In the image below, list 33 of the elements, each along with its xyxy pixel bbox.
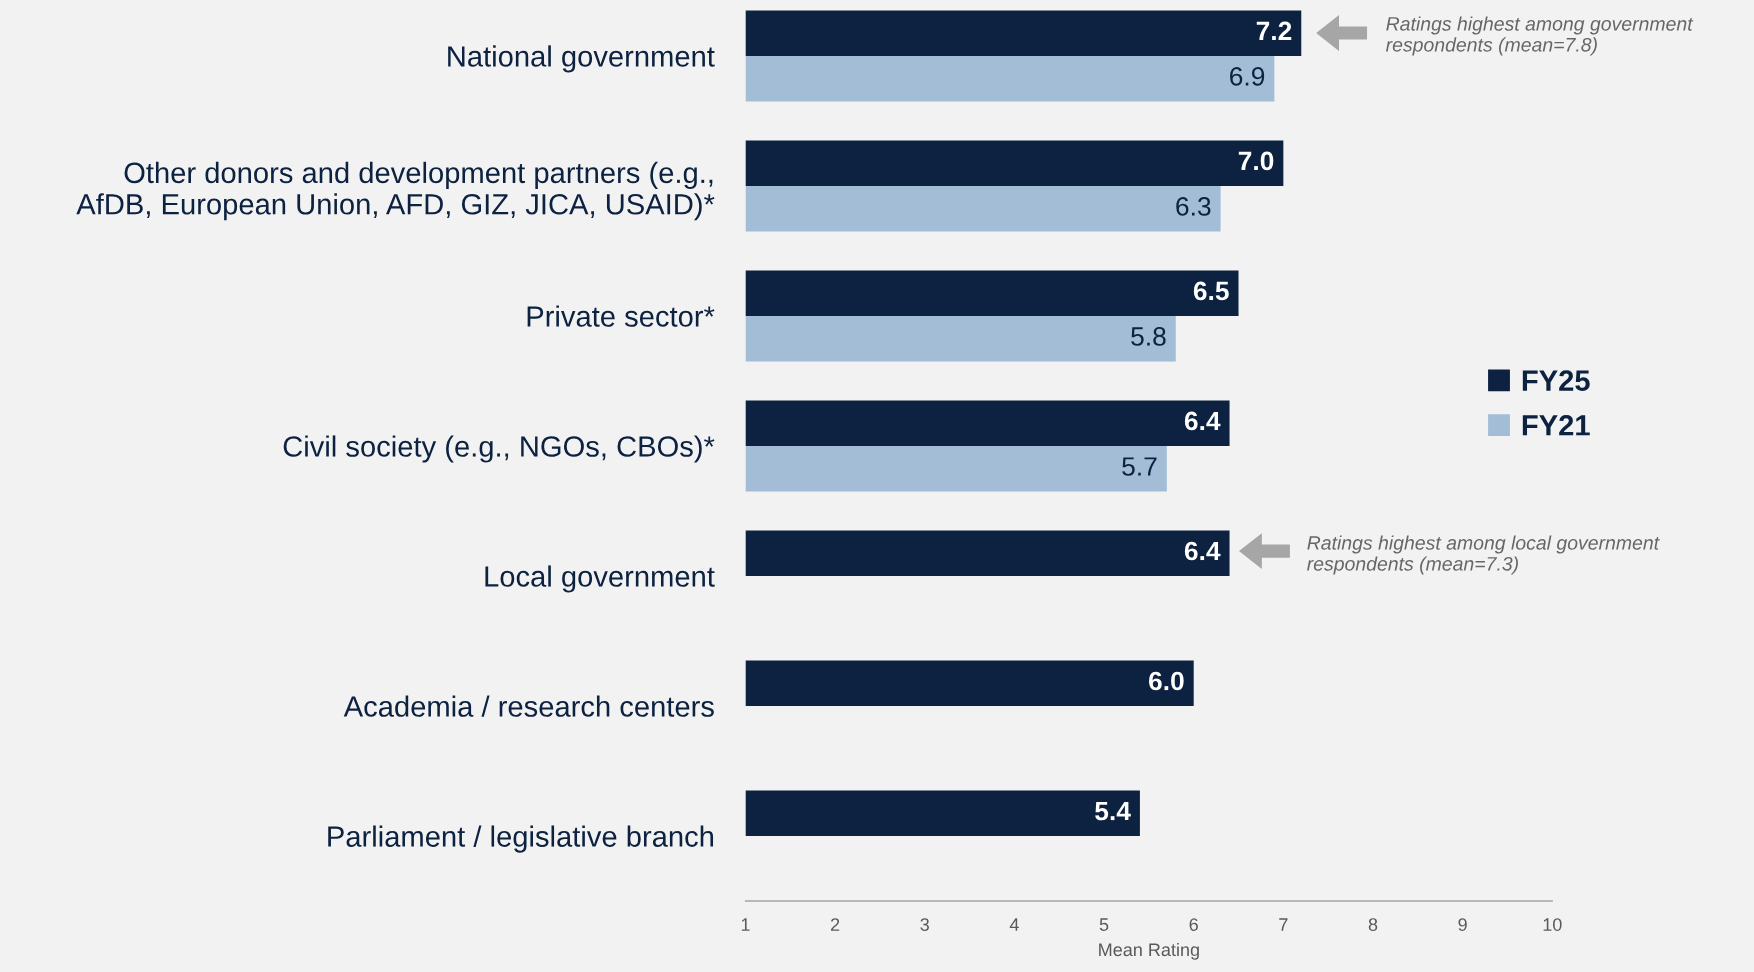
x-tick-label: 5 bbox=[1099, 918, 1109, 931]
y-tick-label: National government bbox=[448, 45, 715, 73]
x-axis-title: Mean Rating bbox=[1099, 942, 1199, 960]
data-label: 6.3 bbox=[1176, 197, 1211, 216]
data-label: 6.4 bbox=[1184, 411, 1221, 431]
legend-label: FY25 bbox=[1522, 370, 1590, 391]
y-tick-label: Parliament / legislative branch bbox=[328, 825, 714, 853]
x-tick-label: 1 bbox=[741, 918, 750, 931]
data-label: 5.7 bbox=[1122, 457, 1157, 476]
data-label: 5.8 bbox=[1131, 327, 1166, 346]
data-label: 6.4 bbox=[1184, 541, 1221, 561]
annotation: Ratings highest among local government respondents (mean=7.3) bbox=[1307, 535, 1660, 575]
x-tick-label: 9 bbox=[1458, 918, 1467, 931]
y-tick-label: Private sector* bbox=[527, 305, 715, 327]
x-tick-label: 3 bbox=[920, 918, 929, 931]
y-tick-label: Academia / research centers bbox=[343, 695, 714, 717]
y-tick-label: Local government bbox=[485, 565, 715, 593]
x-tick-label: 6 bbox=[1189, 918, 1198, 931]
y-tick-label: Civil society (e.g., NGOs, CBOs)* bbox=[283, 435, 715, 463]
data-label: 7.0 bbox=[1238, 151, 1274, 171]
data-label: 6.0 bbox=[1149, 671, 1184, 691]
annotation: Ratings highest among government respondents (mean=7.8) bbox=[1385, 16, 1694, 56]
legend-label: FY21 bbox=[1522, 414, 1590, 436]
x-tick-label: 7 bbox=[1279, 918, 1288, 931]
data-label: 5.4 bbox=[1095, 801, 1131, 821]
x-tick-label: 4 bbox=[1009, 918, 1019, 931]
data-label: 6.9 bbox=[1230, 67, 1265, 86]
x-tick-label: 8 bbox=[1368, 918, 1378, 931]
y-tick-label: Other donors and development partners (e.g., AfDB, European Union, AFD, GIZ, JICA, USAID)* bbox=[76, 161, 715, 221]
x-tick-label: 10 bbox=[1543, 918, 1562, 931]
data-label: 6.5 bbox=[1193, 281, 1229, 301]
data-label: 7.2 bbox=[1256, 21, 1292, 40]
x-tick-label: 2 bbox=[830, 918, 840, 931]
